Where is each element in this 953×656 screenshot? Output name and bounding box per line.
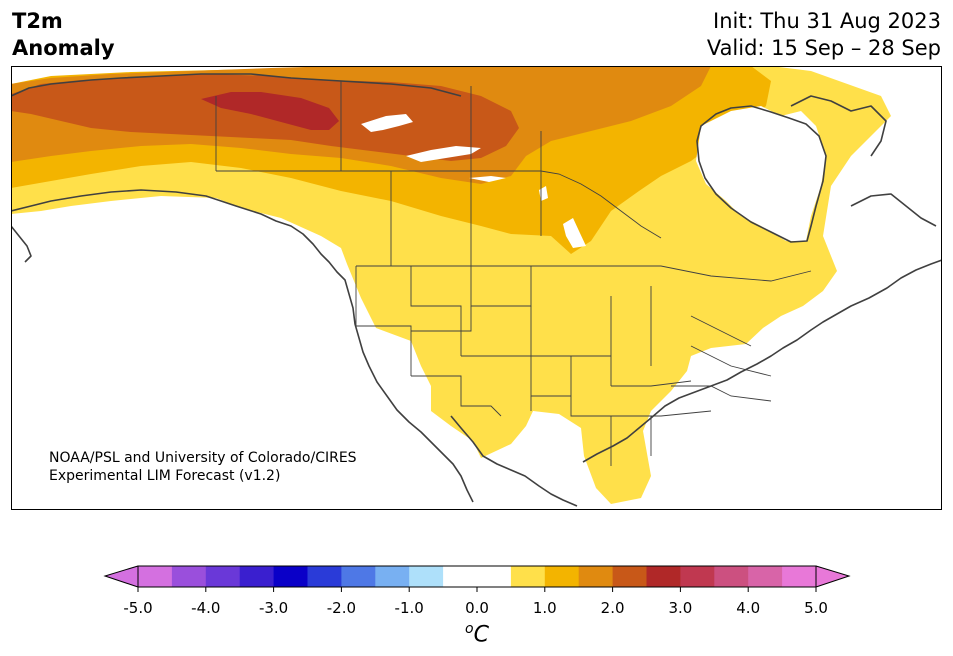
colorbar-cell [714,566,749,587]
colorbar-cell [307,566,342,587]
colorbar-cell [680,566,715,587]
colorbar-cell [171,566,207,587]
colorbar-unit-label: oC [465,616,489,648]
colorbar-tick-label: 5.0 [804,599,828,617]
colorbar-cell [375,566,410,587]
colorbar-ticks: -5.0 -4.0 -3.0 -2.0 -1.0 0.0 1.0 2.0 3.0 4.0 5.0 [123,587,828,617]
colorbar-cell [205,566,241,587]
political-borders [215,81,812,466]
anomaly-map [11,66,942,510]
lake-shape [563,218,586,248]
colorbar-cell [443,566,478,587]
colorbar-cell [341,566,376,587]
colorbar-cells [138,566,817,587]
hudson-bay [696,106,826,241]
colorbar-cell [239,566,275,587]
init-date: Init: Thu 31 Aug 2023 [713,9,941,33]
unit-symbol: C [473,622,489,648]
unit-degree: o [465,621,474,637]
colorbar-tick-label: -5.0 [123,599,152,617]
colorbar-over-arrow [816,566,849,587]
anomaly-fill-1-0 [11,66,891,504]
coastline [11,73,942,507]
colorbar-under-arrow [105,566,138,587]
colorbar-tick-label: 0.0 [465,599,489,617]
colorbar-under-outline [103,565,139,588]
colorbar-cell [477,566,512,587]
colorbar-over-outline [815,565,851,588]
valid-date: Valid: 15 Sep – 28 Sep [706,36,941,60]
colorbar-cell [273,566,308,587]
map-title: T2m Anomaly [12,8,115,62]
colorbar-tick-label: 1.0 [533,599,557,617]
colorbar-tick-label: -4.0 [191,599,220,617]
lake-shape [469,176,506,182]
title-line-1: T2m [12,9,63,33]
lake-shape [361,114,413,132]
colorbar-cell [138,566,173,587]
lake-shape [406,146,481,162]
colorbar-cell [782,566,817,587]
colorbar-cell [578,566,614,587]
colorbar-tick-label: -2.0 [327,599,356,617]
colorbar-tick-label: 2.0 [601,599,625,617]
colorbar-tick-label: -1.0 [395,599,424,617]
colorbar-cell [646,566,681,587]
colorbar-cell [544,566,580,587]
colorbar-tick-label: 4.0 [736,599,760,617]
title-line-2: Anomaly [12,36,115,60]
credit-text: NOAA/PSL and University of Colorado/CIRE… [49,449,357,485]
colorbar-tick-label: -3.0 [259,599,288,617]
colorbar-cell [748,566,783,587]
credit-line-2: Experimental LIM Forecast (v1.2) [49,468,281,484]
colorbar-cell [510,566,546,587]
colorbar-tick-label: 3.0 [668,599,692,617]
colorbar-cell [409,566,444,587]
credit-line-1: NOAA/PSL and University of Colorado/CIRE… [49,450,357,466]
forecast-dates: Init: Thu 31 Aug 2023 Valid: 15 Sep – 28… [707,8,941,62]
anomaly-fill-3-0 [201,92,339,130]
colorbar-cell [612,566,647,587]
